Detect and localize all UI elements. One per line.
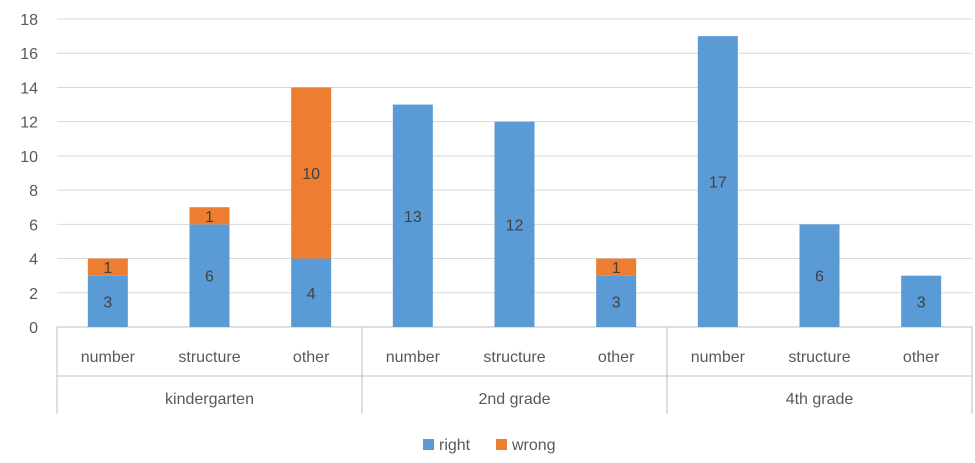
y-tick-label: 18 [20,12,38,29]
data-label: 1 [103,260,112,277]
data-label: 3 [612,294,621,311]
x-category-label: other [903,349,940,366]
y-tick-label: 2 [29,286,38,303]
bar-right [799,224,840,327]
data-label: 3 [917,294,926,311]
legend-label-wrong: wrong [511,437,556,454]
x-group-label: kindergarten [165,391,254,408]
y-axis: 0 2 4 6 8 10 12 14 16 18 [20,12,38,337]
data-label: 4 [307,286,316,303]
data-label: 6 [815,269,824,286]
data-label: 10 [302,166,320,183]
y-tick-label: 16 [20,46,38,63]
bar-right [392,104,433,327]
y-tick-label: 4 [29,252,38,269]
x-group-label: 4th grade [786,391,854,408]
bar-wrong [189,207,230,225]
data-label: 12 [506,217,524,234]
x-category-label: structure [483,349,545,366]
bar-wrong [291,87,332,259]
legend: right wrong [423,437,556,454]
legend-label-right: right [439,437,471,454]
bar-wrong [596,258,637,276]
y-tick-label: 8 [29,183,38,200]
bar-right [494,121,535,328]
bar-right [87,275,128,327]
legend-swatch-wrong [496,439,507,450]
y-tick-label: 14 [20,80,38,97]
bar-right [189,224,230,327]
bar-right [596,275,637,327]
x-category-label: other [598,349,635,366]
legend-swatch-right [423,439,434,450]
data-label: 17 [709,175,727,192]
data-label: 6 [205,269,214,286]
x-group-label: 2nd grade [478,391,550,408]
y-tick-label: 0 [29,320,38,337]
data-label: 1 [612,260,621,277]
x-category-label: structure [788,349,850,366]
x-category-label: number [386,349,441,366]
bars: 3 1 6 1 4 10 13 12 3 1 17 6 3 [87,36,942,328]
bar-right [901,275,942,327]
data-label: 3 [103,294,112,311]
bar-wrong [87,258,128,276]
x-axis: number structure other kindergarten number st… [56,327,973,414]
x-category-label: structure [178,349,240,366]
bar-right [291,258,332,327]
x-category-label: number [691,349,746,366]
bar-right [697,36,738,327]
x-category-label: number [81,349,136,366]
data-label: 1 [205,209,214,226]
x-category-label: other [293,349,330,366]
data-label: 13 [404,209,422,226]
y-tick-label: 12 [20,115,38,132]
y-tick-label: 10 [20,149,38,166]
y-tick-label: 6 [29,217,38,234]
